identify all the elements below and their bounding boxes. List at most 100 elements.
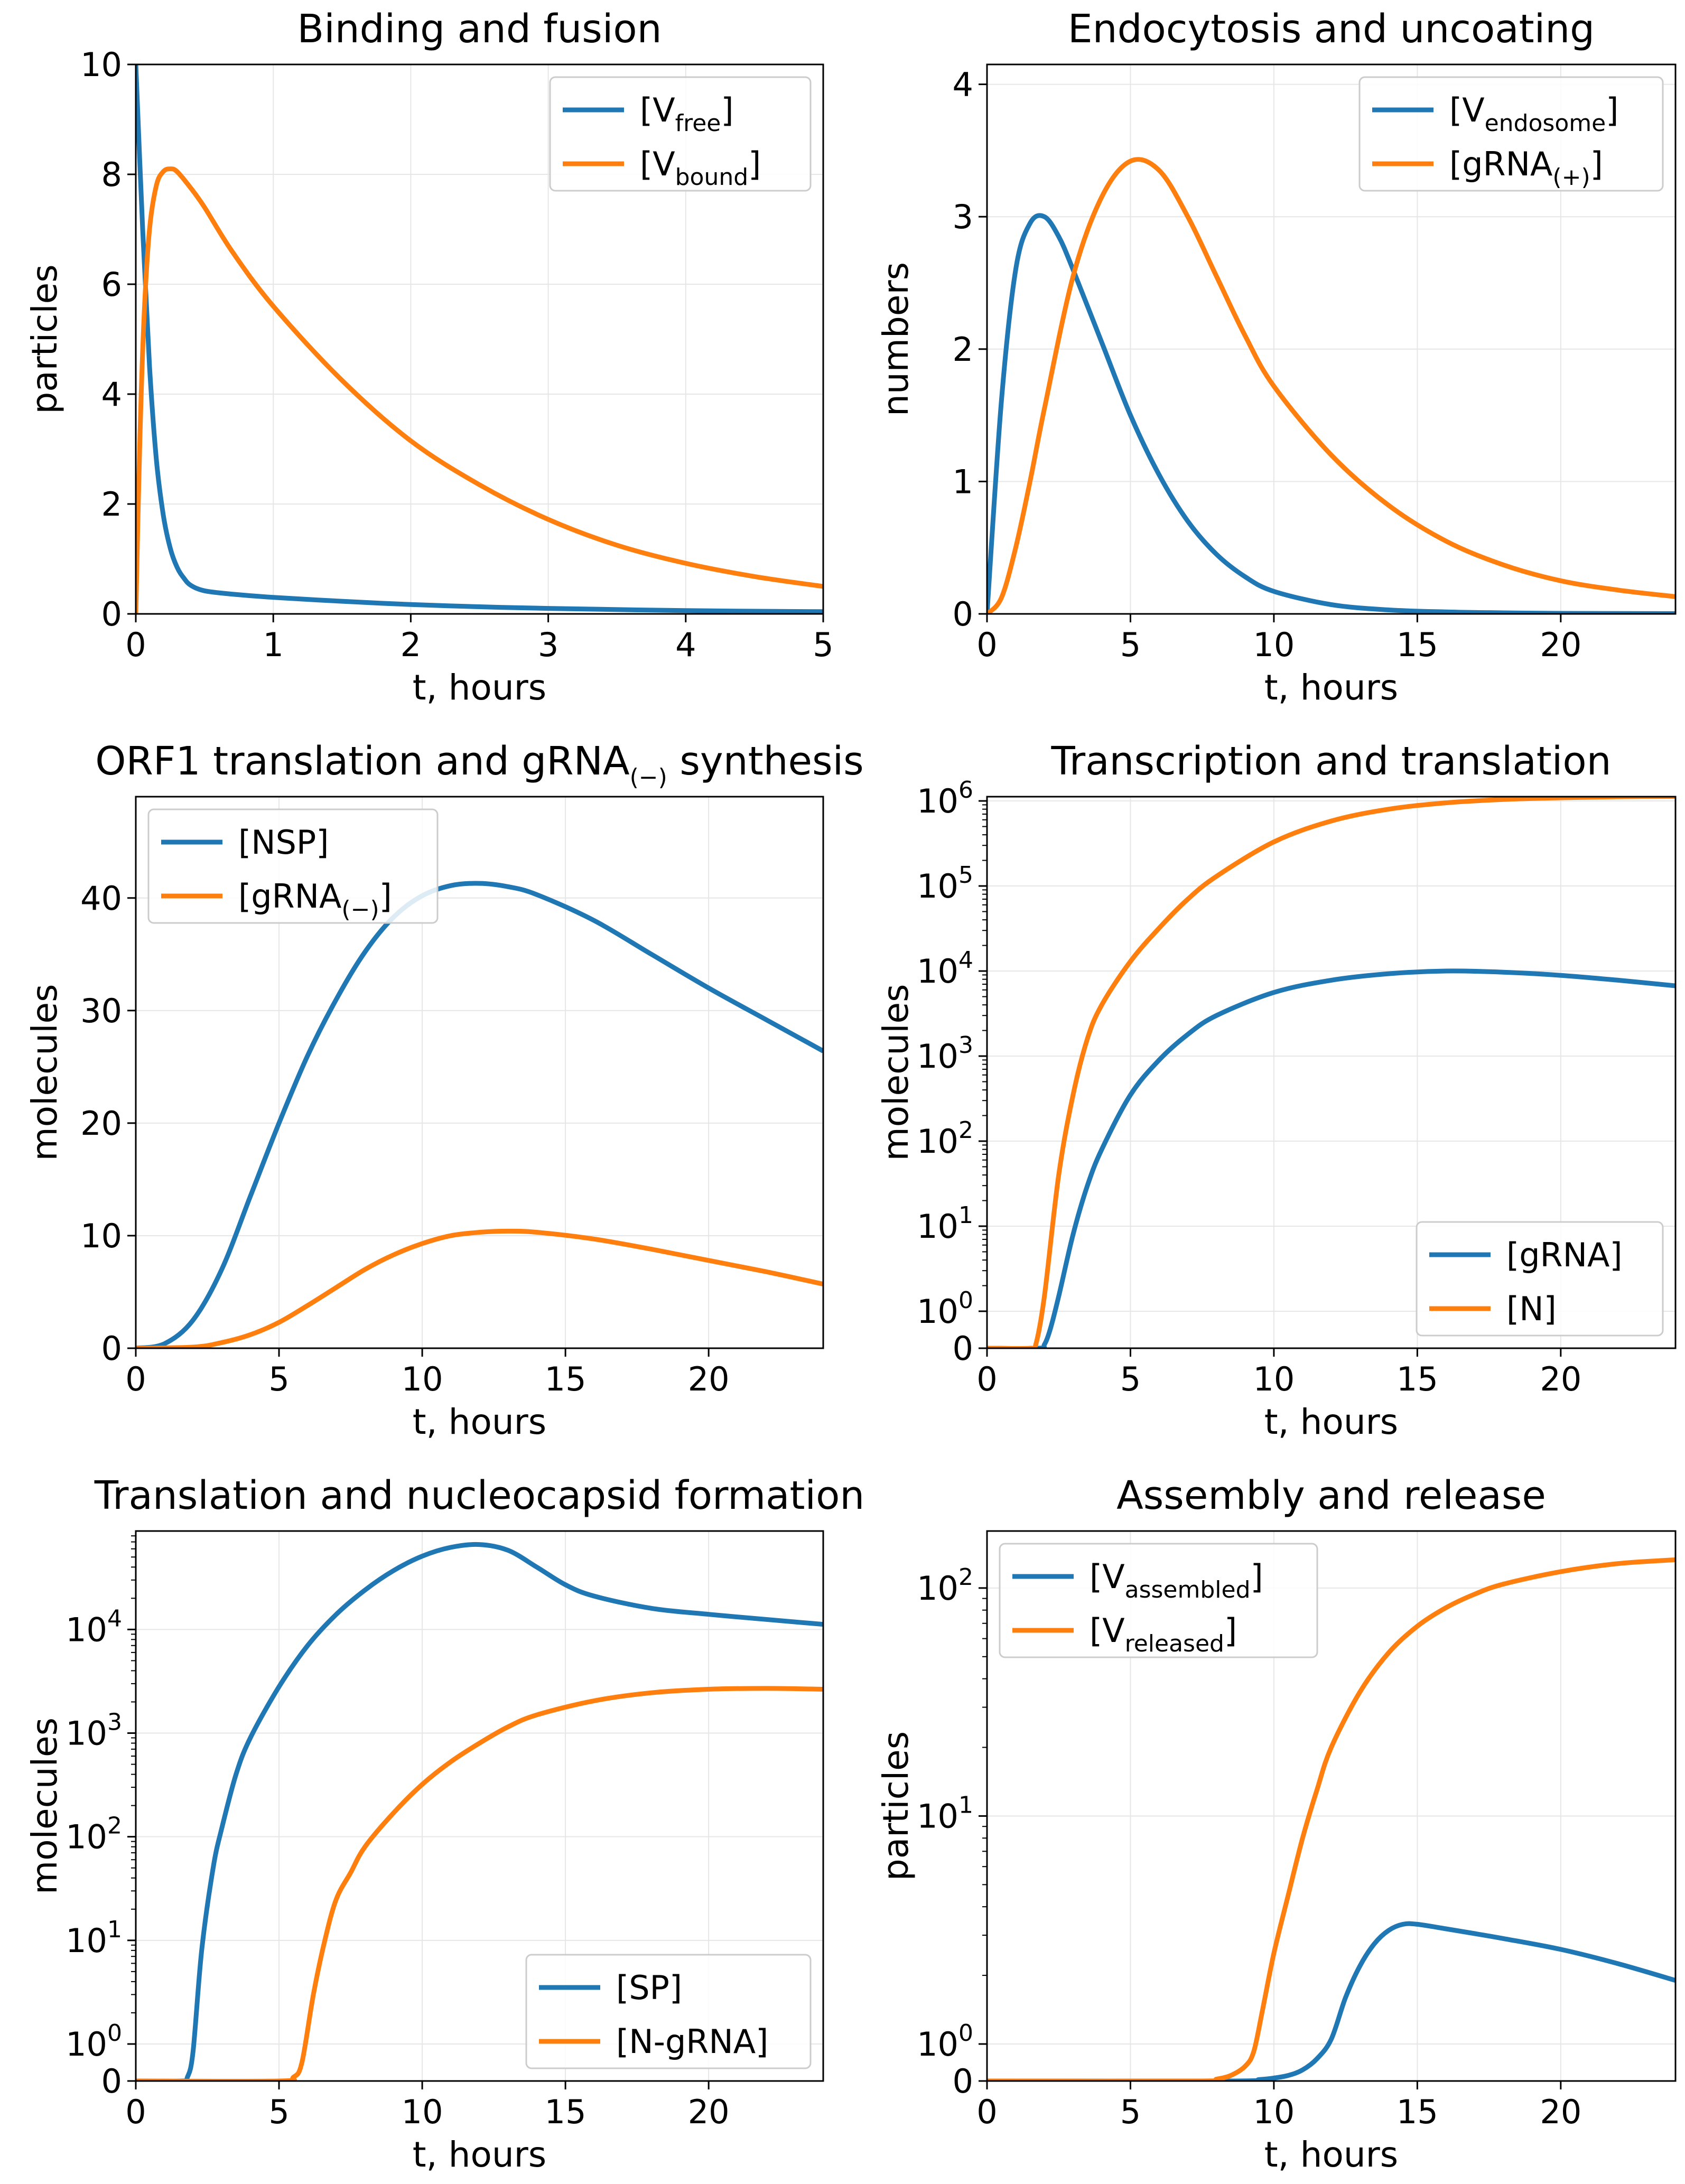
y-tick-label: 30: [80, 992, 122, 1030]
x-axis-label: t, hours: [1264, 667, 1398, 708]
series-group: [136, 64, 823, 614]
y-axis-label: numbers: [876, 262, 916, 416]
x-tick-label: 20: [1540, 626, 1581, 664]
series-line-1: [136, 1686, 823, 2081]
legend-label: [Vreleased]: [1090, 1611, 1237, 1657]
y-tick-label: 10: [80, 45, 122, 84]
legend-label: [N-gRNA]: [616, 2022, 768, 2061]
tick-exponent: 4: [107, 1605, 122, 1632]
y-tick-label: 101: [917, 1791, 973, 1835]
plot-frame: [135, 796, 824, 1349]
tick-exponent: 4: [958, 947, 973, 974]
x-axis-label: t, hours: [413, 667, 546, 708]
series-line-0: [987, 1921, 1675, 2081]
panel-title-sub: (−): [630, 764, 667, 791]
legend-label: [gRNA(−)]: [238, 877, 392, 923]
legend-label-close: ]: [379, 877, 392, 916]
y-tick-label: 0: [101, 1329, 122, 1368]
y-tick-label: 8: [101, 155, 122, 194]
legend-label-base: [V: [1090, 1557, 1125, 1596]
legend: [Vfree][Vbound]: [549, 76, 812, 192]
series-line-1: [136, 166, 823, 614]
y-tick-label: 3: [953, 198, 973, 236]
y-axis-label: molecules: [24, 984, 65, 1161]
x-tick-label: 0: [976, 2093, 997, 2131]
tick-base: 10: [917, 1569, 958, 1608]
legend-label: [N]: [1506, 1290, 1557, 1328]
x-axis-label: t, hours: [1264, 2134, 1398, 2175]
tick-base: 10: [917, 1797, 958, 1835]
tick-base: 10: [66, 1921, 107, 1960]
x-tick-label: 0: [125, 1360, 146, 1398]
series-line-0: [136, 1542, 823, 2081]
plot-frame: [986, 796, 1677, 1349]
x-tick-label: 4: [675, 626, 696, 664]
legend: [gRNA] [N]: [1416, 1221, 1664, 1337]
y-tick-label: 105: [917, 862, 973, 906]
x-tick-label: 10: [1253, 1360, 1295, 1398]
panel-title: Translation and nucleocapsid formation: [94, 1473, 865, 1518]
legend-label-base: [V: [640, 91, 675, 129]
legend-label-base: [SP]: [616, 1968, 682, 2007]
y-tick-label: 102: [66, 1813, 122, 1856]
legend-label-close: ]: [748, 145, 761, 183]
series-line-1: [136, 1228, 823, 1348]
y-tick-label: 106: [917, 777, 973, 820]
tick-exponent: 0: [107, 2020, 122, 2047]
y-tick-label: 2: [953, 330, 973, 369]
y-axis-label: particles: [876, 1731, 916, 1881]
legend-label-sub: released: [1125, 1630, 1224, 1657]
series-group: [136, 1542, 823, 2081]
plot-frame: [135, 63, 824, 615]
tick-base: 10: [66, 1714, 107, 1753]
tick-base: 10: [917, 867, 958, 906]
x-tick-label: 20: [1540, 1360, 1581, 1398]
tick-exponent: 3: [958, 1032, 973, 1059]
tick-exponent: 2: [958, 1564, 973, 1591]
x-tick-label: 1: [263, 626, 283, 664]
series-group: [987, 157, 1675, 614]
legend-label: [Vendosome]: [1449, 91, 1618, 137]
legend-label-base: [V: [640, 145, 675, 183]
x-tick-label: 20: [688, 2093, 730, 2131]
plot-frame: [986, 1530, 1677, 2082]
tick-base: 10: [917, 2025, 958, 2064]
x-tick-label: 5: [1120, 1360, 1141, 1398]
x-axis-label: t, hours: [1264, 1402, 1398, 1442]
y-tick-label: 40: [80, 879, 122, 918]
panel-title: Assembly and release: [1116, 1473, 1546, 1518]
x-tick-label: 15: [1397, 1360, 1438, 1398]
series-line-1: [987, 157, 1675, 614]
tick-base: 10: [917, 1292, 958, 1331]
y-tick-label: 4: [101, 375, 122, 414]
series-line-0: [136, 881, 823, 1348]
legend-label-close: ]: [721, 91, 733, 129]
legend: [NSP] [gRNA(−)]: [147, 808, 439, 924]
tick-exponent: 3: [107, 1709, 122, 1736]
y-tick-label: 0: [101, 2062, 122, 2101]
tick-exponent: 6: [958, 777, 973, 804]
legend: [Vendosome][gRNA(+)]: [1358, 76, 1664, 192]
legend-label-sub: endosome: [1485, 110, 1606, 137]
x-tick-label: 5: [1120, 2093, 1141, 2131]
legend-label-close: ]: [1251, 1557, 1263, 1596]
legend-label: [Vfree]: [640, 91, 734, 137]
y-tick-label: 6: [101, 265, 122, 304]
panel-title: Transcription and translation: [1050, 739, 1611, 784]
tick-exponent: 0: [958, 1287, 973, 1314]
y-tick-label: 0: [953, 1329, 973, 1368]
panel-binding: 0 1 2 3 4 5 0 2 4 6 8 10 Binding and fusion t, hours p…: [24, 6, 834, 708]
tick-exponent: 0: [958, 2020, 973, 2047]
tick-exponent: 1: [958, 1202, 973, 1229]
x-tick-label: 0: [976, 626, 997, 664]
legend-label-base: [V: [1449, 91, 1485, 129]
legend-box: [1358, 76, 1664, 192]
x-tick-label: 5: [1120, 626, 1141, 664]
series-group: [987, 1557, 1675, 2081]
legend-box: [999, 1543, 1318, 1658]
series-group: [987, 797, 1675, 1348]
y-tick-label: 2: [101, 485, 122, 524]
series-line-0: [987, 968, 1675, 1348]
tick-exponent: 5: [958, 862, 973, 889]
